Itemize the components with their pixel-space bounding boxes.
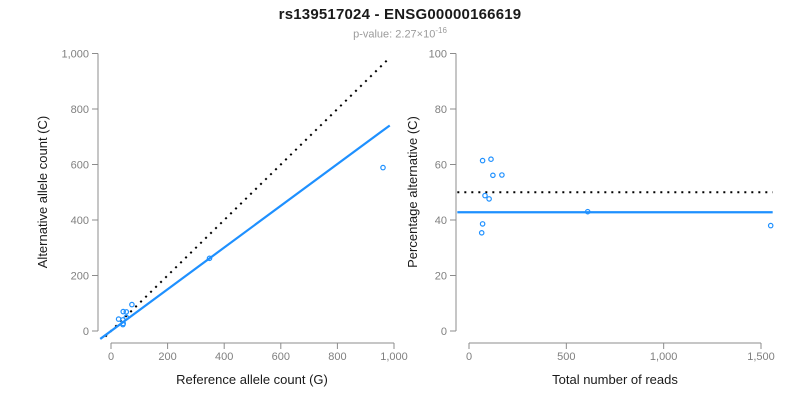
plot-title: rs139517024 - ENSG00000166619 <box>278 6 522 23</box>
panel-right: 0 20 40 60 80 100 0 500 1,000 1,500 Total number … <box>405 49 775 388</box>
data-point <box>129 301 135 308</box>
data-point <box>120 321 126 328</box>
data-point <box>499 172 505 178</box>
x-tick-label: 600 <box>272 351 290 363</box>
x-tick-label: 200 <box>158 351 176 363</box>
right-y-axis-title: Percentage alternative (C) <box>405 116 420 268</box>
data-point <box>206 255 213 262</box>
x-tick-label: 400 <box>215 351 233 363</box>
left-x-axis-title: Reference allele count (G) <box>176 372 328 387</box>
y-tick-label: 600 <box>71 160 89 172</box>
y-tick-label: 0 <box>441 326 447 338</box>
right-lines <box>457 191 773 214</box>
right-points <box>478 156 774 236</box>
x-tick-label: 1,500 <box>747 351 775 363</box>
y-tick-label: 60 <box>435 160 447 172</box>
data-point <box>767 222 774 229</box>
y-tick-label: 1,000 <box>61 49 89 61</box>
pvalue-text: p-value: 2.27×10 <box>353 28 436 41</box>
data-point <box>380 164 386 171</box>
left-y-axis-title: Alternative allele count (C) <box>35 116 50 268</box>
data-point <box>584 208 591 215</box>
data-point <box>478 230 485 236</box>
x-tick-label: 500 <box>557 351 575 363</box>
fitted-line <box>99 124 391 340</box>
left-lines <box>99 57 391 340</box>
left-axes: 0 200 400 600 800 1,000 0 200 400 600 800 1,000 <box>61 49 407 364</box>
identity-line <box>104 57 390 338</box>
data-point <box>488 156 494 163</box>
y-tick-label: 40 <box>435 215 447 227</box>
data-point <box>490 172 496 179</box>
x-tick-label: 1,000 <box>380 351 408 363</box>
x-tick-label: 0 <box>466 351 472 363</box>
panel-left: 0 200 400 600 800 1,000 0 200 400 600 800 1,000 Ref… <box>35 49 408 388</box>
plot-subtitle: p-value: 2.27×10-16 <box>0 26 800 41</box>
right-x-axis-title: Total number of reads <box>552 372 678 387</box>
x-tick-label: 1,000 <box>650 351 678 363</box>
data-point <box>479 221 486 227</box>
x-tick-label: 800 <box>328 351 346 363</box>
data-point <box>486 196 492 202</box>
y-tick-label: 800 <box>71 104 89 116</box>
data-point <box>123 314 130 321</box>
y-tick-label: 400 <box>71 215 89 227</box>
x-tick-label: 0 <box>108 351 114 363</box>
data-point <box>123 309 130 315</box>
y-tick-label: 80 <box>435 104 447 116</box>
right-axes: 0 20 40 60 80 100 0 500 1,000 1,500 <box>429 49 775 364</box>
y-tick-label: 100 <box>429 49 447 61</box>
data-point <box>120 308 127 315</box>
y-tick-label: 0 <box>83 326 89 338</box>
pvalue-exponent: -16 <box>435 26 447 35</box>
data-point <box>115 316 122 322</box>
figure-header: rs139517024 - ENSG00000166619 p-value: 2… <box>0 6 800 41</box>
data-point <box>482 192 488 199</box>
y-tick-label: 200 <box>71 271 89 283</box>
y-tick-label: 20 <box>435 271 447 283</box>
left-points <box>115 164 386 328</box>
data-point <box>479 157 486 164</box>
